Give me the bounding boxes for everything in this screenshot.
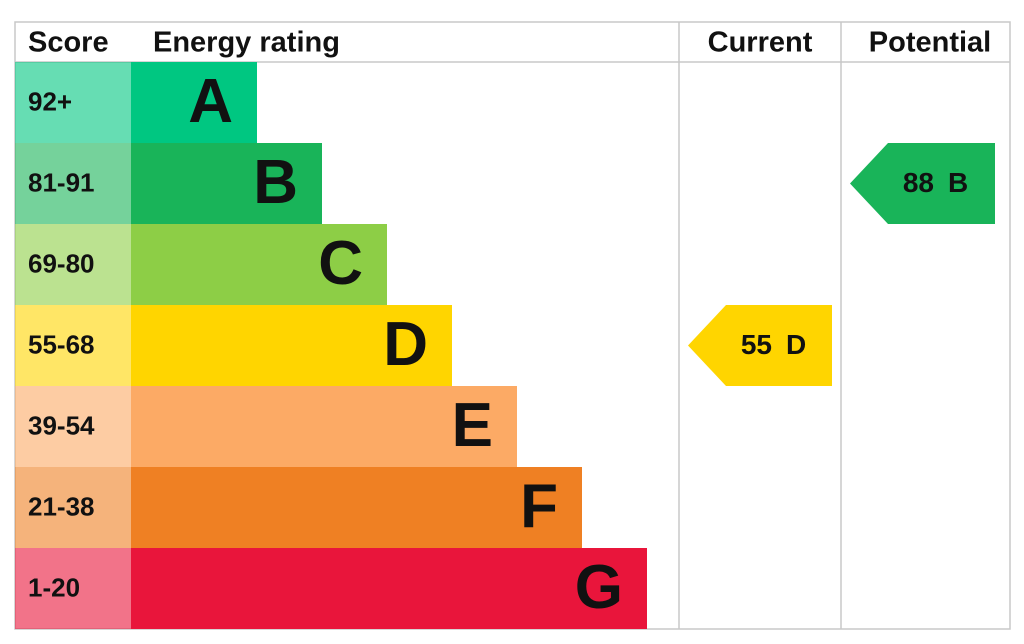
- rating-letter: G: [575, 553, 623, 622]
- current-letter: D: [786, 329, 806, 360]
- score-cell: [15, 143, 131, 224]
- rating-letter: B: [253, 148, 298, 217]
- score-label: 1-20: [28, 572, 80, 602]
- rating-letter: E: [452, 391, 493, 460]
- score-cell: [15, 224, 131, 305]
- rating-letter: A: [188, 67, 233, 136]
- rating-bar: [131, 548, 647, 629]
- score-cell: [15, 548, 131, 629]
- rating-letter: C: [318, 229, 363, 298]
- score-label: 55-68: [28, 329, 95, 359]
- score-label: 39-54: [28, 410, 95, 440]
- score-cell: [15, 386, 131, 467]
- rating-bar: [131, 386, 517, 467]
- current-header: Current: [708, 27, 813, 59]
- score-header: Score: [28, 27, 109, 59]
- potential-letter: B: [948, 167, 968, 198]
- current-value: 55: [741, 329, 772, 360]
- score-label: 92+: [28, 86, 72, 116]
- score-cell: [15, 467, 131, 548]
- current-arrow: [688, 305, 832, 386]
- potential-value: 88: [903, 167, 934, 198]
- rating-letter: D: [383, 310, 428, 379]
- score-label: 21-38: [28, 491, 95, 521]
- rating-bar: [131, 143, 322, 224]
- rating-bar: [131, 467, 582, 548]
- rating-bar: [131, 62, 257, 143]
- potential-header: Potential: [869, 27, 991, 59]
- rating-letter: F: [520, 472, 558, 541]
- score-cell: [15, 62, 131, 143]
- rating-bar: [131, 305, 452, 386]
- potential-arrow: [850, 143, 995, 224]
- rating-bar: [131, 224, 387, 305]
- score-label: 69-80: [28, 248, 95, 278]
- score-label: 81-91: [28, 167, 95, 197]
- score-cell: [15, 305, 131, 386]
- rating-header: Energy rating: [153, 27, 340, 59]
